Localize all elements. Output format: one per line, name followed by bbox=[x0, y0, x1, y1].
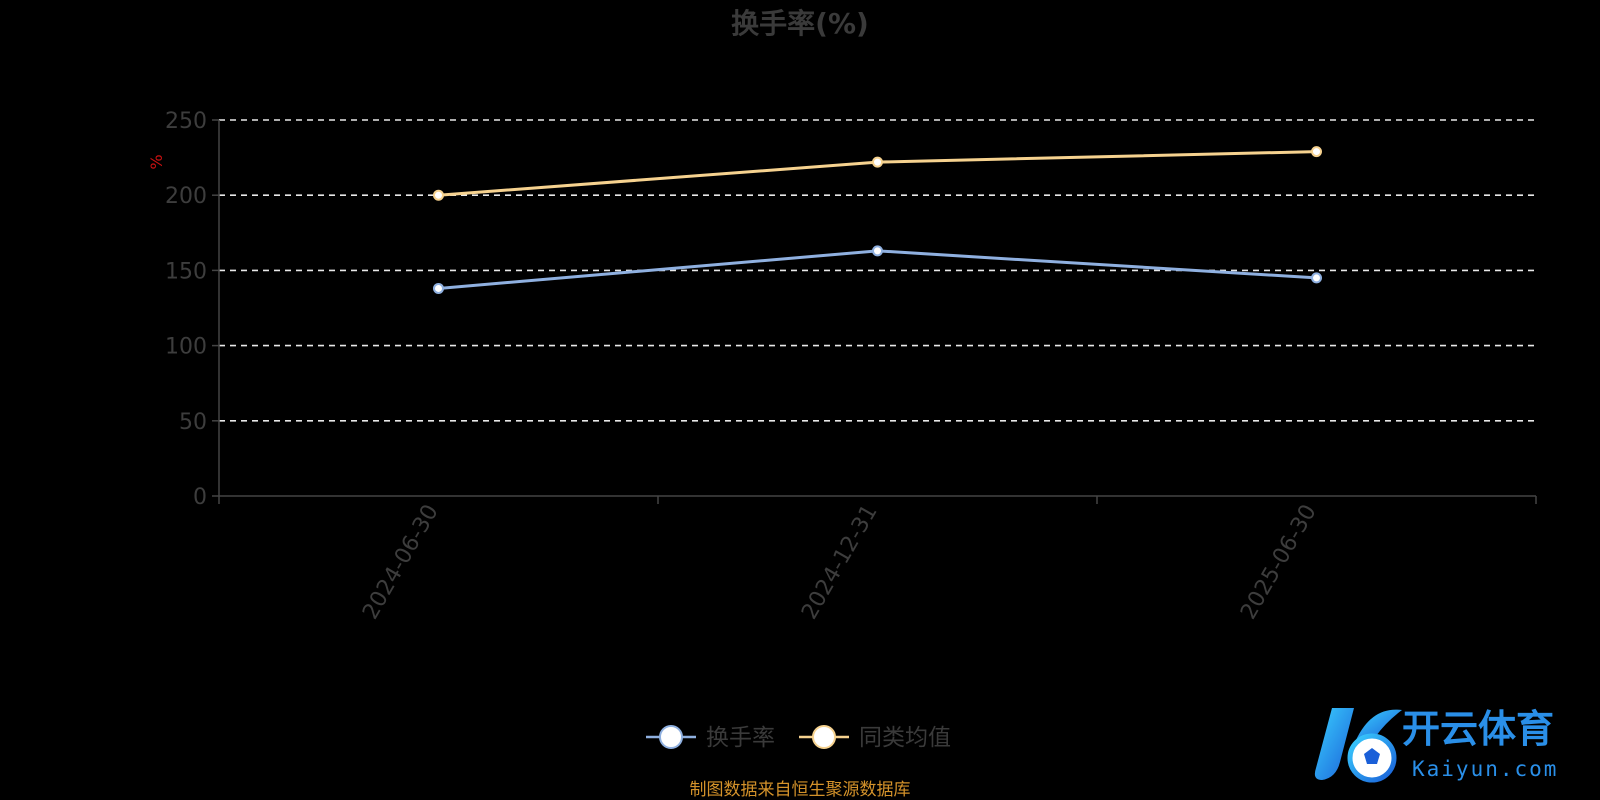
legend-item-0[interactable]: 换手率 bbox=[646, 725, 775, 751]
chart-title: 换手率(%) bbox=[731, 7, 869, 40]
legend-label-1: 同类均值 bbox=[859, 725, 951, 751]
y-tick-label-50: 50 bbox=[179, 410, 207, 435]
y-axis-unit-label: % bbox=[147, 154, 166, 169]
series-layer bbox=[433, 146, 1322, 294]
legend-item-1[interactable]: 同类均值 bbox=[799, 725, 951, 751]
legend[interactable]: 换手率 同类均值 bbox=[646, 725, 951, 751]
series-0-point-2[interactable] bbox=[1311, 272, 1322, 284]
x-tick-label-2024-12-31: 2024-12-31 bbox=[797, 501, 883, 624]
series-1-point-2[interactable] bbox=[1311, 146, 1322, 158]
y-tick-label-200: 200 bbox=[165, 184, 207, 209]
series-0-point-1[interactable] bbox=[872, 245, 883, 257]
series-1-point-0[interactable] bbox=[433, 189, 444, 201]
legend-label-0: 换手率 bbox=[706, 725, 775, 751]
y-tick-label-150: 150 bbox=[165, 259, 207, 284]
y-tick-label-100: 100 bbox=[165, 335, 207, 360]
y-tick-label-250: 250 bbox=[165, 109, 207, 134]
legend-marker-1 bbox=[812, 725, 836, 749]
x-tick-label-2025-06-30: 2025-06-30 bbox=[1236, 501, 1322, 624]
watermark-domain: Kaiyun.com bbox=[1412, 757, 1558, 781]
x-axis-ticks: 2024-06-30 2024-12-31 2025-06-30 bbox=[358, 501, 1322, 624]
axes bbox=[218, 120, 1537, 504]
series-line-0 bbox=[438, 249, 1317, 290]
series-0-point-0[interactable] bbox=[433, 282, 444, 294]
x-tick-label-2024-06-30: 2024-06-30 bbox=[358, 501, 444, 624]
y-tick-label-0: 0 bbox=[193, 485, 207, 510]
data-source-note: 制图数据来自恒生聚源数据库 bbox=[690, 780, 911, 800]
series-1-point-1[interactable] bbox=[872, 156, 883, 168]
watermark-brand: 开云体育 bbox=[1402, 707, 1554, 751]
legend-marker-0 bbox=[659, 725, 683, 749]
y-axis-ticks: 0 50 100 150 200 250 bbox=[165, 109, 219, 510]
kaiyun-logo-watermark: 开云体育 Kaiyun.com bbox=[1314, 707, 1558, 783]
